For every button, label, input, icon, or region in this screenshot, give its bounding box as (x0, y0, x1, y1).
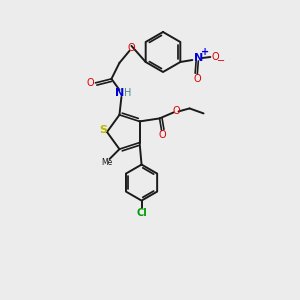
Text: Cl: Cl (136, 208, 147, 218)
Text: S: S (99, 125, 107, 135)
Text: O: O (87, 78, 94, 88)
Text: O: O (194, 74, 201, 84)
Text: N: N (194, 53, 203, 63)
Text: +: + (201, 47, 209, 57)
Text: −: − (217, 56, 225, 66)
Text: H: H (124, 88, 131, 98)
Text: Me: Me (101, 158, 112, 166)
Text: O: O (212, 52, 219, 62)
Text: O: O (128, 43, 135, 53)
Text: N: N (115, 88, 124, 98)
Text: O: O (173, 106, 180, 116)
Text: O: O (159, 130, 167, 140)
